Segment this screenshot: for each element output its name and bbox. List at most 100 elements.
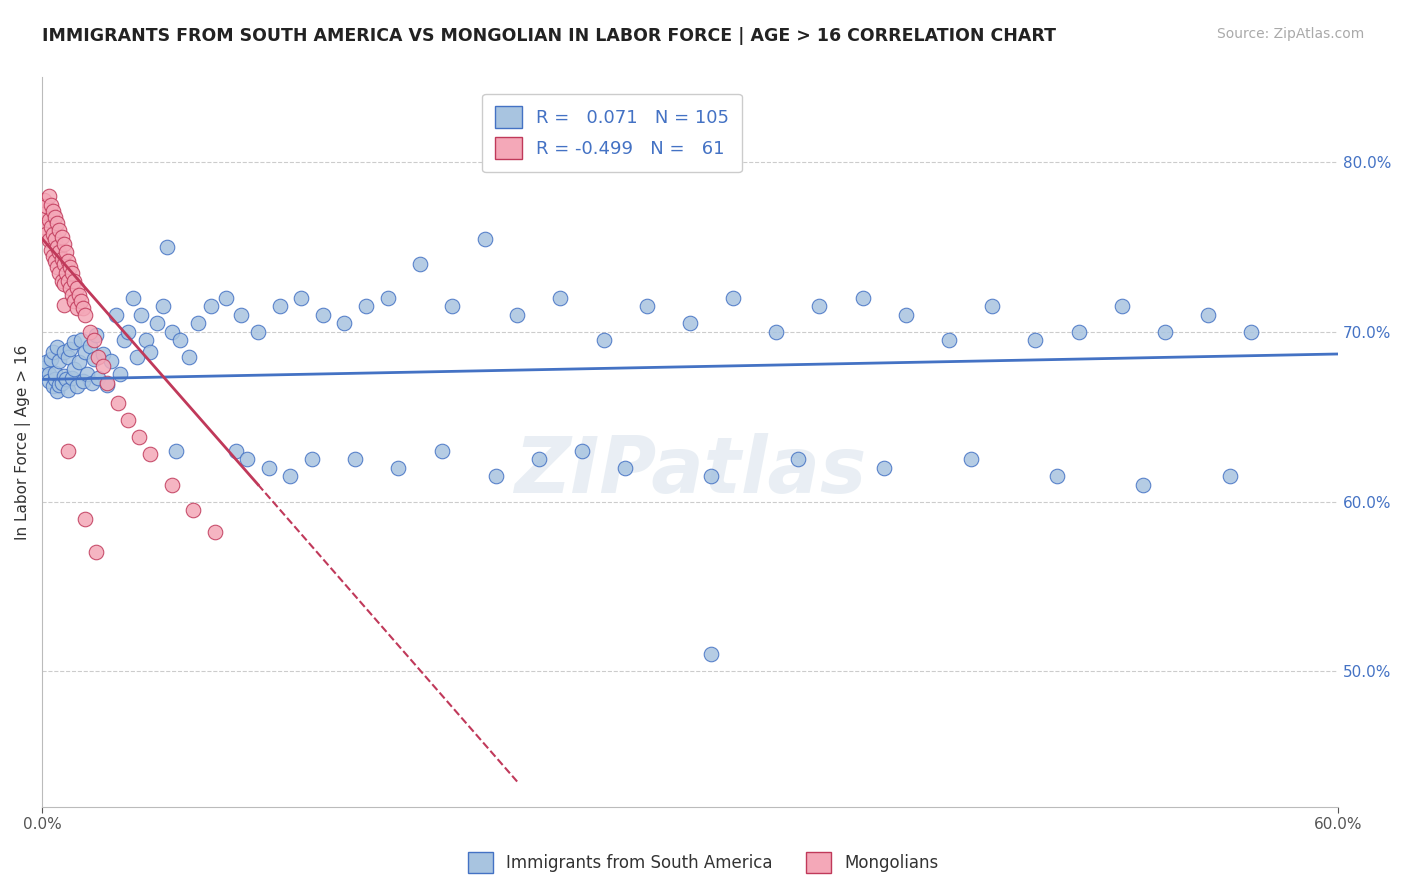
Text: ZIPatlas: ZIPatlas: [513, 434, 866, 509]
Point: [56, 443, 79, 458]
Point: [56, 351, 79, 365]
Point: [225, 443, 247, 458]
Point: [87, 351, 110, 365]
Point: [63, 274, 86, 288]
Point: [32, 206, 55, 220]
Point: [873, 460, 896, 475]
Point: [100, 353, 122, 368]
Point: [91, 359, 114, 373]
Point: [44, 372, 66, 386]
Point: [139, 447, 162, 461]
Point: [60, 370, 83, 384]
Point: [39, 197, 62, 211]
Point: [38, 213, 60, 227]
Point: [63, 294, 86, 309]
Point: [48, 245, 70, 260]
Point: [48, 377, 70, 392]
Point: [35, 199, 58, 213]
Point: [128, 430, 150, 444]
Point: [1132, 477, 1154, 491]
Point: [527, 452, 550, 467]
Point: [70, 334, 93, 348]
Point: [42, 204, 65, 219]
Point: [229, 308, 252, 322]
Point: [35, 355, 58, 369]
Point: [60, 266, 83, 280]
Point: [75, 511, 97, 525]
Point: [32, 193, 55, 207]
Point: [247, 325, 270, 339]
Point: [1024, 334, 1046, 348]
Point: [70, 294, 93, 309]
Point: [46, 240, 69, 254]
Point: [56, 383, 79, 397]
Point: [66, 281, 89, 295]
Point: [1111, 300, 1133, 314]
Point: [59, 260, 82, 275]
Point: [79, 325, 101, 339]
Point: [52, 236, 75, 251]
Point: [75, 308, 97, 322]
Point: [1046, 469, 1069, 483]
Point: [46, 384, 69, 399]
Point: [72, 301, 94, 315]
Point: [32, 360, 55, 375]
Point: [67, 287, 90, 301]
Point: [354, 300, 377, 314]
Point: [721, 291, 744, 305]
Point: [76, 368, 98, 382]
Point: [87, 370, 110, 384]
Point: [80, 376, 103, 390]
Point: [636, 300, 658, 314]
Point: [48, 223, 70, 237]
Point: [290, 291, 312, 305]
Point: [484, 469, 506, 483]
Point: [257, 460, 280, 475]
Point: [571, 443, 593, 458]
Point: [44, 366, 66, 380]
Point: [46, 260, 69, 275]
Y-axis label: In Labor Force | Age > 16: In Labor Force | Age > 16: [15, 344, 31, 540]
Point: [38, 189, 60, 203]
Point: [59, 281, 82, 295]
Point: [1067, 325, 1090, 339]
Point: [84, 328, 107, 343]
Legend: R =   0.071   N = 105, R = -0.499   N =   61: R = 0.071 N = 105, R = -0.499 N = 61: [482, 94, 742, 172]
Point: [96, 377, 118, 392]
Point: [56, 274, 79, 288]
Point: [104, 308, 127, 322]
Point: [131, 308, 153, 322]
Point: [66, 379, 89, 393]
Point: [66, 301, 89, 315]
Point: [894, 308, 917, 322]
Point: [808, 300, 831, 314]
Point: [55, 245, 77, 260]
Point: [181, 503, 204, 517]
Point: [938, 334, 960, 348]
Point: [430, 443, 453, 458]
Legend: Immigrants from South America, Mongolians: Immigrants from South America, Mongolian…: [461, 846, 945, 880]
Point: [981, 300, 1004, 314]
Point: [51, 230, 73, 244]
Point: [55, 372, 77, 386]
Point: [959, 452, 981, 467]
Point: [214, 291, 236, 305]
Point: [52, 369, 75, 384]
Point: [121, 291, 143, 305]
Point: [51, 252, 73, 266]
Point: [1197, 308, 1219, 322]
Point: [112, 334, 135, 348]
Point: [145, 317, 167, 331]
Point: [42, 379, 65, 393]
Point: [39, 352, 62, 367]
Point: [56, 253, 79, 268]
Point: [160, 325, 183, 339]
Point: [52, 277, 75, 292]
Point: [200, 300, 222, 314]
Point: [177, 351, 200, 365]
Point: [204, 525, 226, 540]
Point: [55, 266, 77, 280]
Point: [51, 376, 73, 390]
Point: [83, 352, 105, 367]
Point: [187, 317, 209, 331]
